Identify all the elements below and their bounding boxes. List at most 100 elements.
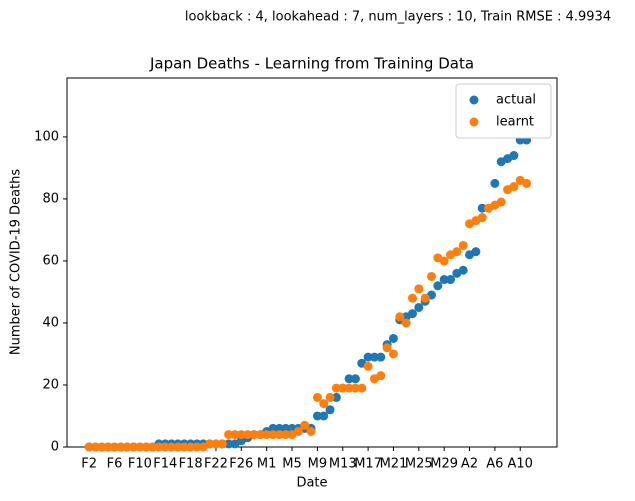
x-tick-label: F14 bbox=[153, 457, 177, 472]
point bbox=[91, 442, 101, 452]
x-tick-label: M13 bbox=[329, 457, 357, 472]
point bbox=[319, 411, 329, 421]
point bbox=[369, 352, 379, 362]
point bbox=[122, 442, 132, 452]
chart-title: Japan Deaths - Learning from Training Da… bbox=[149, 55, 474, 73]
point bbox=[141, 442, 151, 452]
x-tick-label: M29 bbox=[430, 457, 458, 472]
y-tick-label: 20 bbox=[42, 377, 59, 392]
point bbox=[407, 309, 417, 319]
point bbox=[477, 203, 487, 213]
point bbox=[167, 442, 177, 452]
point bbox=[471, 247, 481, 257]
point bbox=[192, 442, 202, 452]
y-tick-label: 80 bbox=[42, 191, 59, 206]
legend-box bbox=[455, 83, 552, 139]
point bbox=[509, 151, 519, 161]
point bbox=[350, 374, 360, 384]
point bbox=[230, 430, 240, 440]
point bbox=[325, 405, 335, 415]
suptitle: lookback : 4, lookahead : 7, num_layers … bbox=[185, 10, 611, 25]
point bbox=[116, 442, 126, 452]
point bbox=[243, 430, 253, 440]
x-tick-label: F26 bbox=[229, 457, 253, 472]
legend-marker bbox=[469, 95, 479, 105]
x-tick-label: M5 bbox=[282, 457, 302, 472]
point bbox=[84, 442, 94, 452]
point bbox=[414, 284, 424, 294]
point bbox=[458, 265, 468, 275]
legend-marker bbox=[469, 117, 479, 127]
y-tick-label: 0 bbox=[51, 440, 59, 455]
legend-label: learnt bbox=[496, 115, 534, 130]
point bbox=[268, 423, 278, 433]
y-tick-label: 60 bbox=[42, 253, 59, 268]
point bbox=[224, 430, 234, 440]
plot-frame bbox=[66, 77, 558, 448]
point bbox=[281, 430, 291, 440]
point bbox=[110, 442, 120, 452]
point bbox=[446, 275, 456, 285]
point bbox=[433, 281, 443, 291]
point bbox=[293, 426, 303, 436]
x-tick-label: F22 bbox=[204, 457, 228, 472]
point bbox=[154, 442, 164, 452]
point bbox=[509, 182, 519, 192]
point bbox=[496, 197, 506, 207]
point bbox=[407, 293, 417, 303]
point bbox=[458, 240, 468, 250]
point bbox=[262, 430, 272, 440]
point bbox=[388, 349, 398, 359]
point bbox=[249, 430, 259, 440]
point bbox=[148, 442, 158, 452]
point bbox=[331, 392, 341, 402]
point bbox=[319, 399, 329, 409]
point bbox=[217, 439, 227, 449]
point bbox=[363, 361, 373, 371]
point bbox=[414, 302, 424, 312]
point bbox=[344, 374, 354, 384]
point bbox=[426, 271, 436, 281]
point bbox=[312, 392, 322, 402]
point bbox=[268, 430, 278, 440]
point bbox=[490, 178, 500, 188]
point bbox=[281, 423, 291, 433]
point bbox=[97, 442, 107, 452]
point bbox=[522, 178, 532, 188]
point bbox=[363, 352, 373, 362]
point bbox=[376, 371, 386, 381]
x-tick-label: M1 bbox=[257, 457, 277, 472]
point bbox=[382, 343, 392, 353]
point bbox=[211, 439, 221, 449]
point bbox=[255, 430, 265, 440]
x-tick-label: M17 bbox=[354, 457, 382, 472]
point bbox=[186, 442, 196, 452]
x-axis-label: Date bbox=[296, 476, 327, 491]
point bbox=[179, 442, 189, 452]
y-tick-label: 100 bbox=[34, 129, 59, 144]
point bbox=[224, 439, 234, 449]
point bbox=[129, 442, 139, 452]
x-tick-label: A10 bbox=[508, 457, 533, 472]
legend-label: actual bbox=[496, 93, 536, 108]
point bbox=[344, 383, 354, 393]
point bbox=[376, 352, 386, 362]
point bbox=[357, 383, 367, 393]
y-axis-label: Number of COVID-19 Deaths bbox=[9, 169, 24, 356]
point bbox=[274, 430, 284, 440]
point bbox=[338, 383, 348, 393]
x-tick-label: M21 bbox=[380, 457, 408, 472]
point bbox=[452, 247, 462, 257]
point bbox=[160, 442, 170, 452]
x-tick-label: F2 bbox=[81, 457, 97, 472]
point bbox=[477, 213, 487, 223]
point bbox=[306, 426, 316, 436]
x-tick-label: M9 bbox=[308, 457, 328, 472]
point bbox=[236, 430, 246, 440]
x-tick-label: F6 bbox=[107, 457, 123, 472]
point bbox=[439, 256, 449, 266]
x-tick-label: A2 bbox=[461, 457, 478, 472]
x-tick-label: A6 bbox=[486, 457, 503, 472]
point bbox=[300, 420, 310, 430]
